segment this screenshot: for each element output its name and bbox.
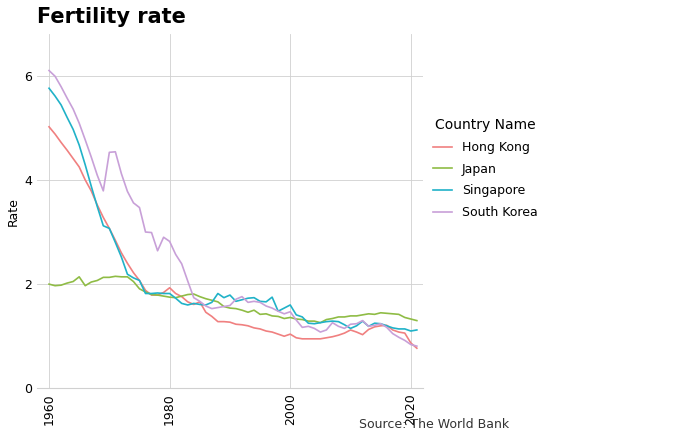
Line: Singapore: Singapore <box>49 88 417 331</box>
Singapore <box>365 324 373 329</box>
Japan <box>45 282 53 287</box>
Hong Kong <box>407 340 415 346</box>
Singapore <box>225 292 234 298</box>
Japan <box>413 318 421 323</box>
Japan <box>147 292 155 297</box>
Singapore <box>407 328 415 334</box>
Japan <box>75 274 83 280</box>
Japan <box>111 274 120 279</box>
Hong Kong <box>117 250 125 255</box>
Text: Fertility rate: Fertility rate <box>37 7 186 27</box>
Singapore <box>141 291 150 296</box>
Singapore <box>413 327 421 333</box>
Singapore <box>75 143 83 148</box>
South Korea <box>268 305 277 311</box>
South Korea <box>141 229 150 235</box>
Y-axis label: Rate: Rate <box>7 197 20 226</box>
Singapore <box>45 86 53 91</box>
South Korea <box>45 68 53 73</box>
Line: South Korea: South Korea <box>49 70 417 346</box>
Japan <box>316 320 325 325</box>
Hong Kong <box>75 164 83 169</box>
Line: Hong Kong: Hong Kong <box>49 127 417 348</box>
Japan <box>232 306 240 311</box>
South Korea <box>413 343 421 349</box>
South Korea <box>365 324 373 329</box>
South Korea <box>75 121 83 126</box>
Hong Kong <box>413 346 421 351</box>
Singapore <box>117 254 125 260</box>
Japan <box>377 310 385 315</box>
Legend: Hong Kong, Japan, Singapore, South Korea: Hong Kong, Japan, Singapore, South Korea <box>433 118 538 219</box>
Japan <box>123 274 132 280</box>
Japan <box>274 314 282 319</box>
Hong Kong <box>141 288 150 293</box>
Hong Kong <box>365 327 373 332</box>
Hong Kong <box>45 124 53 129</box>
Text: Source: The World Bank: Source: The World Bank <box>359 418 509 431</box>
Line: Japan: Japan <box>49 276 417 323</box>
Singapore <box>268 295 277 300</box>
South Korea <box>117 171 125 176</box>
Hong Kong <box>268 330 277 335</box>
South Korea <box>407 342 415 347</box>
